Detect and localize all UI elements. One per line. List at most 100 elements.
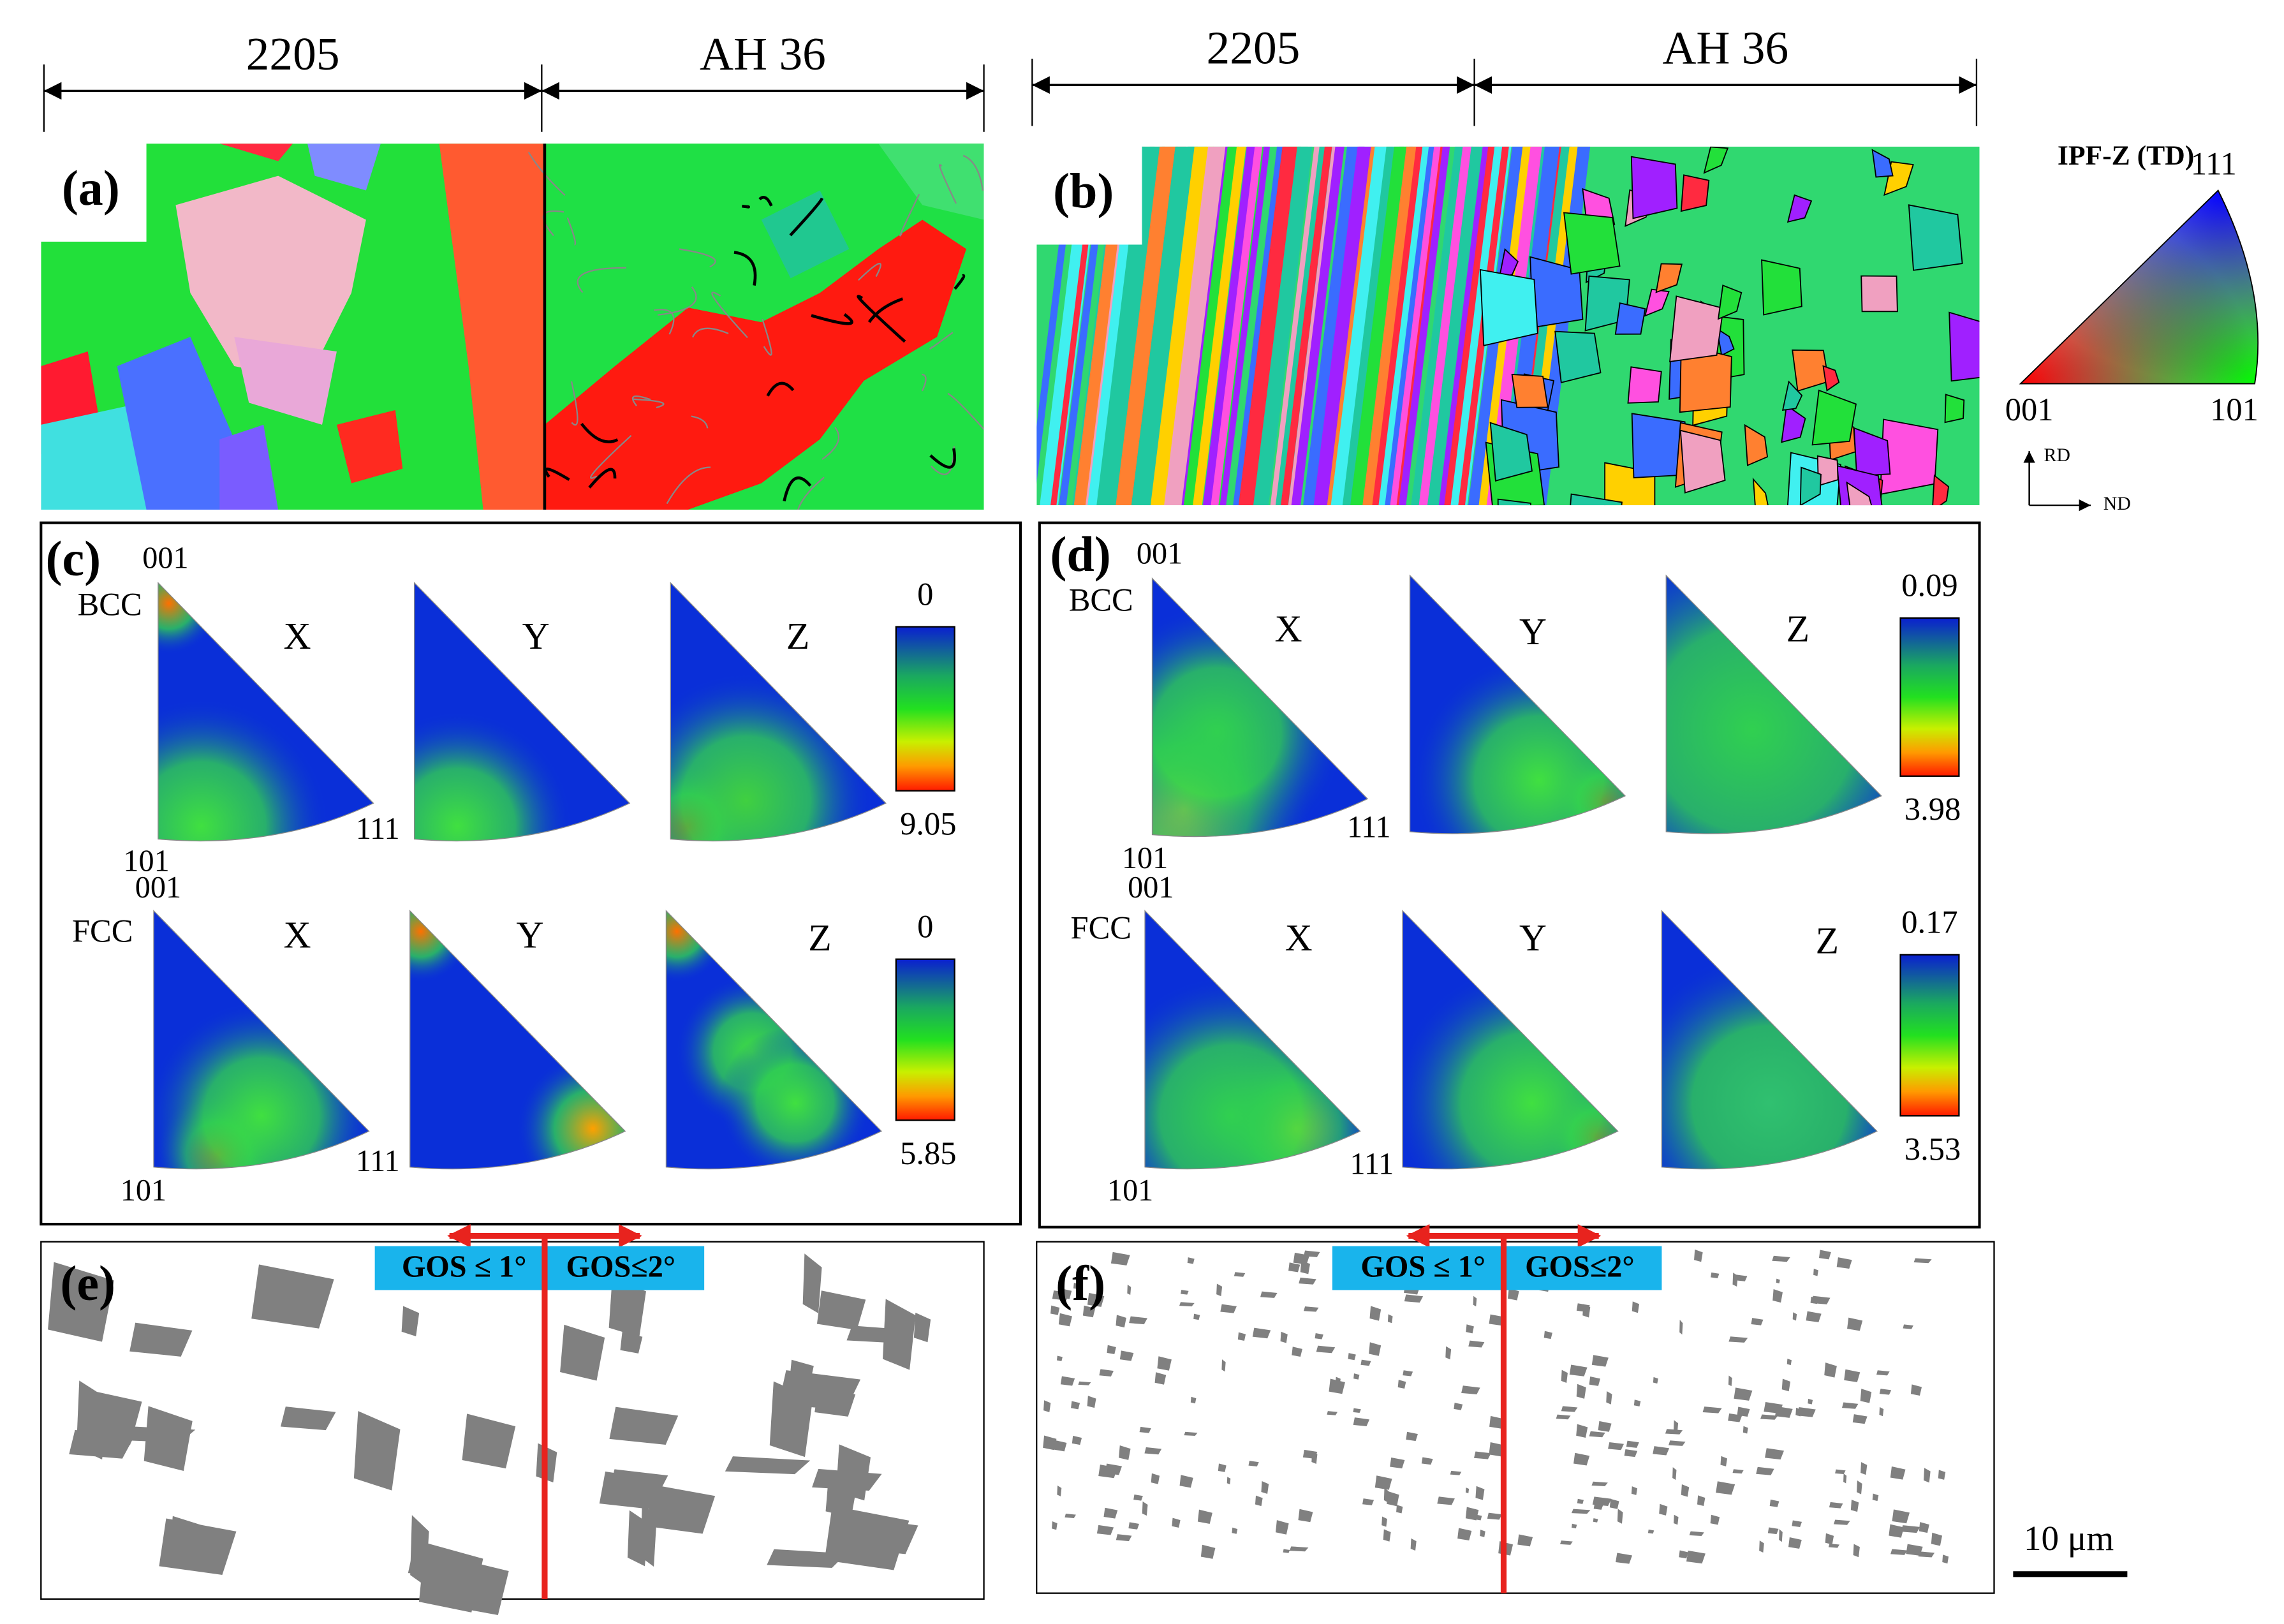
- pole-label: 111: [356, 812, 400, 846]
- high-gos-grain: [608, 1277, 646, 1337]
- grain: [1744, 424, 1769, 466]
- high-gos-grain: [1450, 1470, 1462, 1475]
- high-gos-grain: [1221, 1359, 1226, 1372]
- direction-label: Z: [786, 615, 809, 657]
- gos-label-box: [374, 1246, 705, 1290]
- high-gos-grain: [1200, 1544, 1216, 1559]
- ipf-outline: [1409, 574, 1626, 834]
- high-gos-grain: [408, 1558, 444, 1576]
- grain: [544, 219, 967, 510]
- high-gos-grain: [1572, 1523, 1577, 1529]
- direction-label: Y: [1519, 917, 1547, 959]
- grain: [1860, 275, 1898, 313]
- grain-boundary: [783, 476, 812, 502]
- grain: [1761, 259, 1802, 316]
- high-gos-grain: [1797, 1406, 1816, 1417]
- high-gos-grain: [1099, 1369, 1114, 1377]
- high-gos-grain: [1181, 1290, 1189, 1295]
- high-gos-grain: [1065, 1513, 1076, 1518]
- high-gos-grain: [1397, 1380, 1406, 1389]
- high-gos-grain: [1197, 1509, 1212, 1524]
- ipf-outline: [670, 582, 887, 842]
- high-gos-grain: [1624, 1449, 1638, 1458]
- high-gos-grain: [1466, 1324, 1474, 1334]
- ipf-density: [1411, 652, 1626, 834]
- high-gos-grain: [1711, 1272, 1720, 1278]
- grain: [1787, 194, 1813, 223]
- high-gos-grain: [1573, 1452, 1590, 1466]
- pole-label: 101: [2210, 392, 2258, 427]
- ipf-density: [154, 1000, 369, 1169]
- high-gos-grain: [1457, 1528, 1472, 1541]
- high-gos-grain: [1679, 1550, 1688, 1559]
- high-gos-grain: [1913, 1258, 1932, 1264]
- grain-boundary: [857, 295, 906, 343]
- high-gos-grain: [1110, 1251, 1130, 1266]
- high-gos-grain: [1362, 1498, 1374, 1505]
- grain-boundary: [590, 434, 632, 479]
- grain-boundary: [947, 392, 984, 430]
- inverse-pole-figure: [1152, 578, 1368, 837]
- high-gos-grain: [1327, 1411, 1337, 1415]
- grain: [1479, 269, 1538, 346]
- high-gos-grain: [1918, 1551, 1935, 1558]
- ipf-density: [158, 698, 330, 841]
- high-gos-grain: [1617, 1509, 1623, 1524]
- high-gos-grain: [1672, 1467, 1677, 1480]
- grain-boundary: [691, 327, 729, 338]
- high-gos-grain: [1387, 1314, 1393, 1324]
- high-gos-grain: [1593, 1518, 1598, 1523]
- high-gos-grain: [1890, 1549, 1908, 1555]
- high-gos-grain: [1577, 1498, 1584, 1504]
- high-gos-grain: [1087, 1396, 1096, 1408]
- high-gos-grain: [1665, 1429, 1683, 1435]
- high-gos-grain: [1844, 1369, 1860, 1382]
- high-gos-grain: [1127, 1285, 1131, 1296]
- high-gos-grain: [1795, 1407, 1802, 1417]
- ipf-outline: [1665, 574, 1882, 834]
- high-gos-grain: [1686, 1550, 1706, 1564]
- high-gos-grain: [1508, 1288, 1519, 1301]
- high-gos-grain: [1468, 1340, 1485, 1348]
- high-gos-grain: [1781, 1378, 1791, 1392]
- high-gos-grain: [1589, 1376, 1600, 1386]
- high-gos-grain: [1475, 1486, 1485, 1500]
- grain-boundary: [657, 286, 697, 316]
- high-gos-grain: [1473, 1451, 1491, 1459]
- high-gos-grain: [1813, 1268, 1818, 1276]
- high-gos-grain: [1857, 1480, 1862, 1495]
- grain-boundary: [741, 204, 750, 209]
- high-gos-grain: [1187, 1257, 1195, 1264]
- high-gos-grain: [1561, 1406, 1578, 1412]
- axis-label: RD: [2044, 445, 2070, 466]
- high-gos-grain: [1107, 1345, 1116, 1355]
- grain-boundary: [811, 313, 853, 325]
- gos-label: GOS ≤ 1°: [402, 1250, 527, 1283]
- direction-label: Z: [808, 917, 831, 959]
- high-gos-grain: [599, 1472, 665, 1510]
- high-gos-grain: [1374, 1475, 1392, 1490]
- high-gos-grain: [789, 1359, 814, 1387]
- grain-boundary: [899, 193, 920, 237]
- high-gos-grain: [1454, 1403, 1463, 1410]
- high-gos-grain: [1569, 1364, 1588, 1377]
- high-gos-grain: [1260, 1291, 1278, 1298]
- grain: [1489, 422, 1533, 482]
- grain: [336, 410, 403, 484]
- high-gos-grain: [1589, 1431, 1605, 1438]
- inverse-pole-figure: [414, 582, 630, 841]
- high-gos-grain: [1833, 1519, 1850, 1525]
- grain-boundary: [544, 468, 570, 481]
- high-gos-grain: [1396, 1505, 1403, 1514]
- ipf-density: [1145, 975, 1360, 1169]
- grain: [1362, 146, 1417, 506]
- high-gos-grain: [1824, 1362, 1837, 1378]
- high-gos-grain: [1280, 1331, 1288, 1343]
- high-gos-grain: [1836, 1257, 1852, 1269]
- grain-boundary: [711, 292, 748, 339]
- high-gos-grain: [1421, 1457, 1433, 1465]
- high-gos-grain: [1810, 1296, 1819, 1304]
- grain-boundary: [666, 466, 711, 505]
- high-gos-grain: [1544, 1331, 1552, 1340]
